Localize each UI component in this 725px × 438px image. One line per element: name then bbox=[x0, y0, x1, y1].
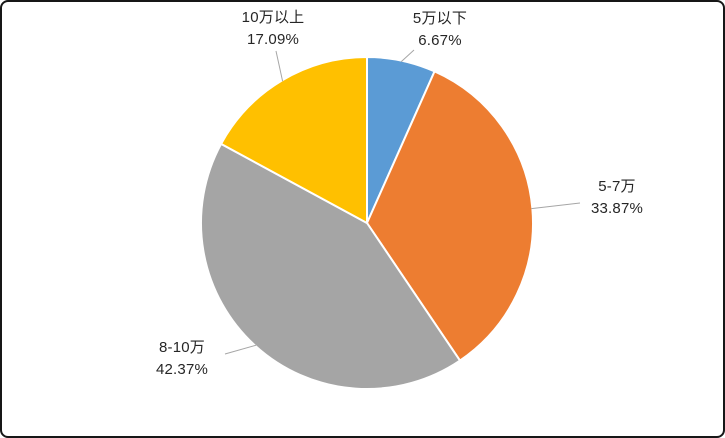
leader-line-over-10w bbox=[275, 50, 284, 82]
slice-label-under-5w: 5万以下 6.67% bbox=[375, 8, 505, 52]
slice-percent-8-10w: 42.37% bbox=[155, 361, 209, 378]
leader-line-8-10w bbox=[224, 344, 257, 355]
slice-label-8-10w: 8-10万 42.37% bbox=[117, 337, 247, 381]
slice-percent-over-10w: 17.09% bbox=[246, 31, 300, 48]
slice-category-5-7w: 5-7万 bbox=[598, 178, 636, 195]
slice-category-8-10w: 8-10万 bbox=[158, 339, 206, 356]
pie-slice-8-10w bbox=[200, 142, 461, 390]
leader-line-under-5w bbox=[400, 49, 415, 62]
leader-line-5-7w bbox=[531, 202, 581, 210]
slice-percent-5-7w: 33.87% bbox=[590, 200, 644, 217]
slice-percent-under-5w: 6.67% bbox=[418, 32, 462, 49]
slice-label-over-10w: 10万以上 17.09% bbox=[208, 7, 338, 51]
slice-category-under-5w: 5万以下 bbox=[412, 10, 468, 27]
slice-category-over-10w: 10万以上 bbox=[241, 9, 305, 26]
slice-label-5-7w: 5-7万 33.87% bbox=[552, 176, 682, 220]
